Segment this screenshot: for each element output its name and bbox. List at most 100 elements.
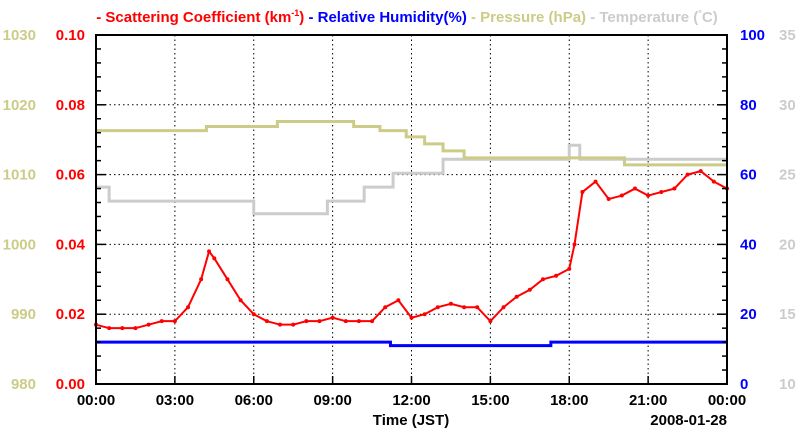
scattering-coefficient-point xyxy=(646,193,651,198)
scattering-coefficient-point xyxy=(304,319,309,324)
scattering-coefficient-point xyxy=(572,242,577,247)
humidity-tick-label: 80 xyxy=(740,97,757,114)
scattering-coefficient-point xyxy=(462,305,467,310)
scattering-coefficient-point xyxy=(593,179,598,184)
scattering-coefficient-point xyxy=(606,197,611,202)
temperature-tick-label: 20 xyxy=(779,236,796,253)
legend-entry-0: - Scattering Coefficient (km xyxy=(96,9,291,26)
pressure-line xyxy=(96,120,727,167)
scattering-tick-label: 0.04 xyxy=(56,236,86,253)
relative-humidity-line xyxy=(96,340,727,348)
temperature-tick-label: 10 xyxy=(779,376,796,393)
humidity-tick-label: 60 xyxy=(740,167,757,184)
x-tick-label: 00:00 xyxy=(708,392,746,409)
scattering-coefficient-point xyxy=(567,266,572,271)
scattering-coefficient-point xyxy=(698,169,703,174)
scattering-coefficient-point xyxy=(514,294,519,299)
scattering-coefficient-point xyxy=(207,249,212,254)
scattering-coefficient-point xyxy=(554,273,559,278)
scattering-coefficient-point xyxy=(120,326,125,331)
scattering-coefficient-point xyxy=(488,319,493,324)
pressure-tick-label: 1030 xyxy=(3,27,36,44)
temperature-tick-label: 35 xyxy=(779,27,796,44)
legend-sup-3: ° xyxy=(698,8,702,18)
x-tick-label: 12:00 xyxy=(392,392,430,409)
scattering-tick-label: 0.10 xyxy=(56,27,85,44)
scattering-coefficient-point xyxy=(685,172,690,177)
scattering-coefficient-point xyxy=(435,305,440,310)
scattering-coefficient-point xyxy=(172,319,177,324)
x-tick-label: 09:00 xyxy=(313,392,351,409)
scattering-coefficient-point xyxy=(330,315,335,320)
temperature-tick-label: 25 xyxy=(779,167,796,184)
scattering-coefficient-point xyxy=(422,312,427,317)
humidity-tick-label: 100 xyxy=(740,27,765,44)
x-tick-label: 03:00 xyxy=(156,392,194,409)
x-tick-label: 15:00 xyxy=(471,392,509,409)
scattering-coefficient-point xyxy=(107,326,112,331)
scattering-coefficient-point xyxy=(186,305,191,310)
series-layer xyxy=(94,120,729,348)
scattering-coefficient-point xyxy=(212,256,217,261)
x-tick-label: 06:00 xyxy=(235,392,273,409)
scattering-tick-label: 0.06 xyxy=(56,167,85,184)
scattering-tick-label: 0.08 xyxy=(56,97,85,114)
scattering-coefficient-point xyxy=(409,315,414,320)
pressure-tick-label: 1020 xyxy=(3,97,36,114)
scattering-coefficient-point xyxy=(317,319,322,324)
scattering-coefficient-point xyxy=(659,190,664,195)
pressure-tick-label: 980 xyxy=(11,376,36,393)
scattering-coefficient-point xyxy=(291,322,296,327)
pressure-tick-label: 1000 xyxy=(3,236,36,253)
scattering-coefficient-point xyxy=(672,186,677,191)
legend: - Scattering Coefficient (km-1) - Relati… xyxy=(96,8,717,26)
scattering-coefficient-point xyxy=(383,305,388,310)
date-label: 2008-01-28 xyxy=(650,412,727,429)
scattering-coefficient-point xyxy=(343,319,348,324)
temperature-line xyxy=(96,143,727,216)
humidity-tick-label: 40 xyxy=(740,236,757,253)
scattering-coefficient-point xyxy=(251,312,256,317)
x-tick-label: 18:00 xyxy=(550,392,588,409)
pressure-tick-label: 1010 xyxy=(3,167,36,184)
legend-suffix-3: C) xyxy=(702,9,718,26)
scattering-coefficient-point xyxy=(133,326,138,331)
x-tick-label: 21:00 xyxy=(629,392,667,409)
scattering-coefficient-point xyxy=(159,319,164,324)
legend-suffix-0: ) xyxy=(299,9,304,26)
scattering-coefficient-point xyxy=(356,319,361,324)
scattering-coefficient-line xyxy=(95,170,728,330)
scattering-coefficient-point xyxy=(540,277,545,282)
humidity-tick-label: 0 xyxy=(740,376,748,393)
legend-entry-2: - Pressure (hPa) xyxy=(467,9,586,26)
scattering-coefficient-point xyxy=(278,322,283,327)
pressure-tick-label: 990 xyxy=(11,306,36,323)
scattering-coefficient-point xyxy=(264,319,269,324)
legend-entry-1: - Relative Humidity(%) xyxy=(304,9,467,26)
scattering-coefficient-point xyxy=(146,322,151,327)
humidity-tick-label: 20 xyxy=(740,306,757,323)
scattering-coefficient-point xyxy=(475,305,480,310)
x-axis-label: Time (JST) xyxy=(373,412,449,429)
scattering-coefficient-point xyxy=(527,287,532,292)
scattering-coefficient-point xyxy=(396,298,401,303)
x-tick-label: 00:00 xyxy=(77,392,115,409)
temperature-tick-label: 30 xyxy=(779,97,796,114)
scattering-tick-label: 0.00 xyxy=(56,376,85,393)
scattering-coefficient-point xyxy=(619,193,624,198)
scattering-tick-label: 0.02 xyxy=(56,306,85,323)
scattering-coefficient-point xyxy=(632,186,637,191)
scattering-coefficient-point xyxy=(199,277,204,282)
plot-frame xyxy=(95,34,728,385)
scattering-coefficient-point xyxy=(225,277,230,282)
grid xyxy=(96,35,727,384)
legend-entry-3: - Temperature ( xyxy=(586,9,698,26)
scattering-coefficient-point xyxy=(238,298,243,303)
scattering-coefficient-point xyxy=(501,305,506,310)
scattering-coefficient-point xyxy=(448,301,453,306)
ticks: 00:00 03:00 06:00 09:00 12:00 15:00 18:00 21:00… xyxy=(3,27,796,409)
scattering-coefficient-point xyxy=(370,319,375,324)
scattering-coefficient-point xyxy=(711,179,716,184)
